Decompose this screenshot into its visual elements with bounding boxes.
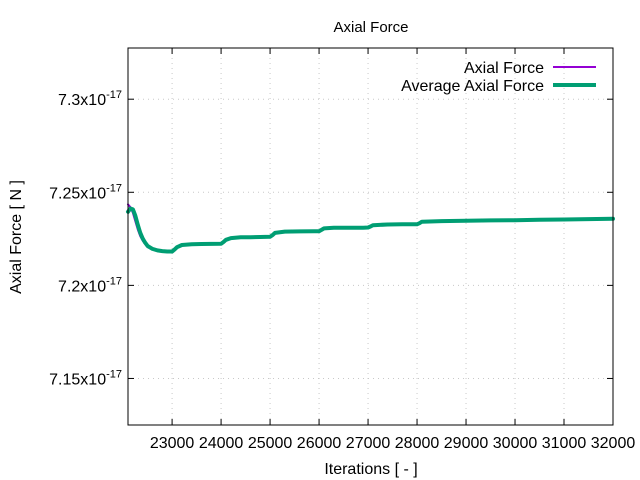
x-tick-label: 24000 xyxy=(199,435,244,452)
x-tick-label: 23000 xyxy=(150,435,195,452)
plot-frame xyxy=(127,47,614,426)
x-tick-label: 25000 xyxy=(248,435,293,452)
x-tick-label: 28000 xyxy=(395,435,440,452)
y-tick-label: 7.2x10-17 xyxy=(58,275,122,295)
x-tick-label: 27000 xyxy=(346,435,391,452)
y-tick-label: 7.25x10-17 xyxy=(49,182,122,202)
tick-labels: 23000 24000 25000 26000 27000 28000 29000 30000… xyxy=(49,89,635,452)
series-line-average-axial-force xyxy=(126,206,615,254)
x-tick-label: 26000 xyxy=(297,435,342,452)
y-tick-label: 7.15x10-17 xyxy=(49,368,122,388)
y-tick-label: 7.3x10-17 xyxy=(58,89,122,109)
legend-label-axial-force: Axial Force xyxy=(464,60,544,77)
x-tick-label: 32000 xyxy=(591,435,636,452)
chart-title: Axial Force xyxy=(333,19,408,36)
x-tick-label: 30000 xyxy=(493,435,538,452)
x-axis-title: Iterations [ - ] xyxy=(324,461,417,478)
ticks xyxy=(128,48,614,425)
series-layer xyxy=(126,203,615,254)
y-axis-title: Axial Force [ N ] xyxy=(8,180,25,294)
grid xyxy=(128,48,614,425)
legend-label-average-axial-force: Average Axial Force xyxy=(401,78,544,95)
x-tick-label: 29000 xyxy=(444,435,489,452)
legend: Axial Force Average Axial Force xyxy=(401,60,596,95)
x-tick-label: 31000 xyxy=(542,435,587,452)
